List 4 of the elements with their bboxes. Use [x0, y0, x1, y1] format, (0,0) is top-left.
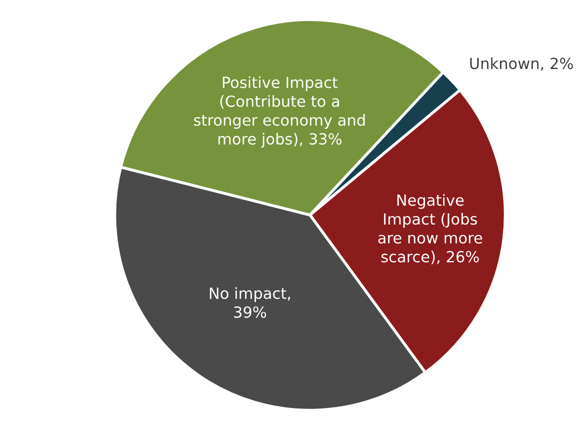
slice-label: Positive Impact (Contribute to a stronger economy and more jobs), 33% [194, 76, 365, 148]
slice-label: Unknown, 2% [470, 57, 573, 71]
slice-label: Negative Impact (Jobs are now more scarce), 26% [378, 194, 482, 264]
slice-label: No impact, 39% [210, 287, 290, 318]
